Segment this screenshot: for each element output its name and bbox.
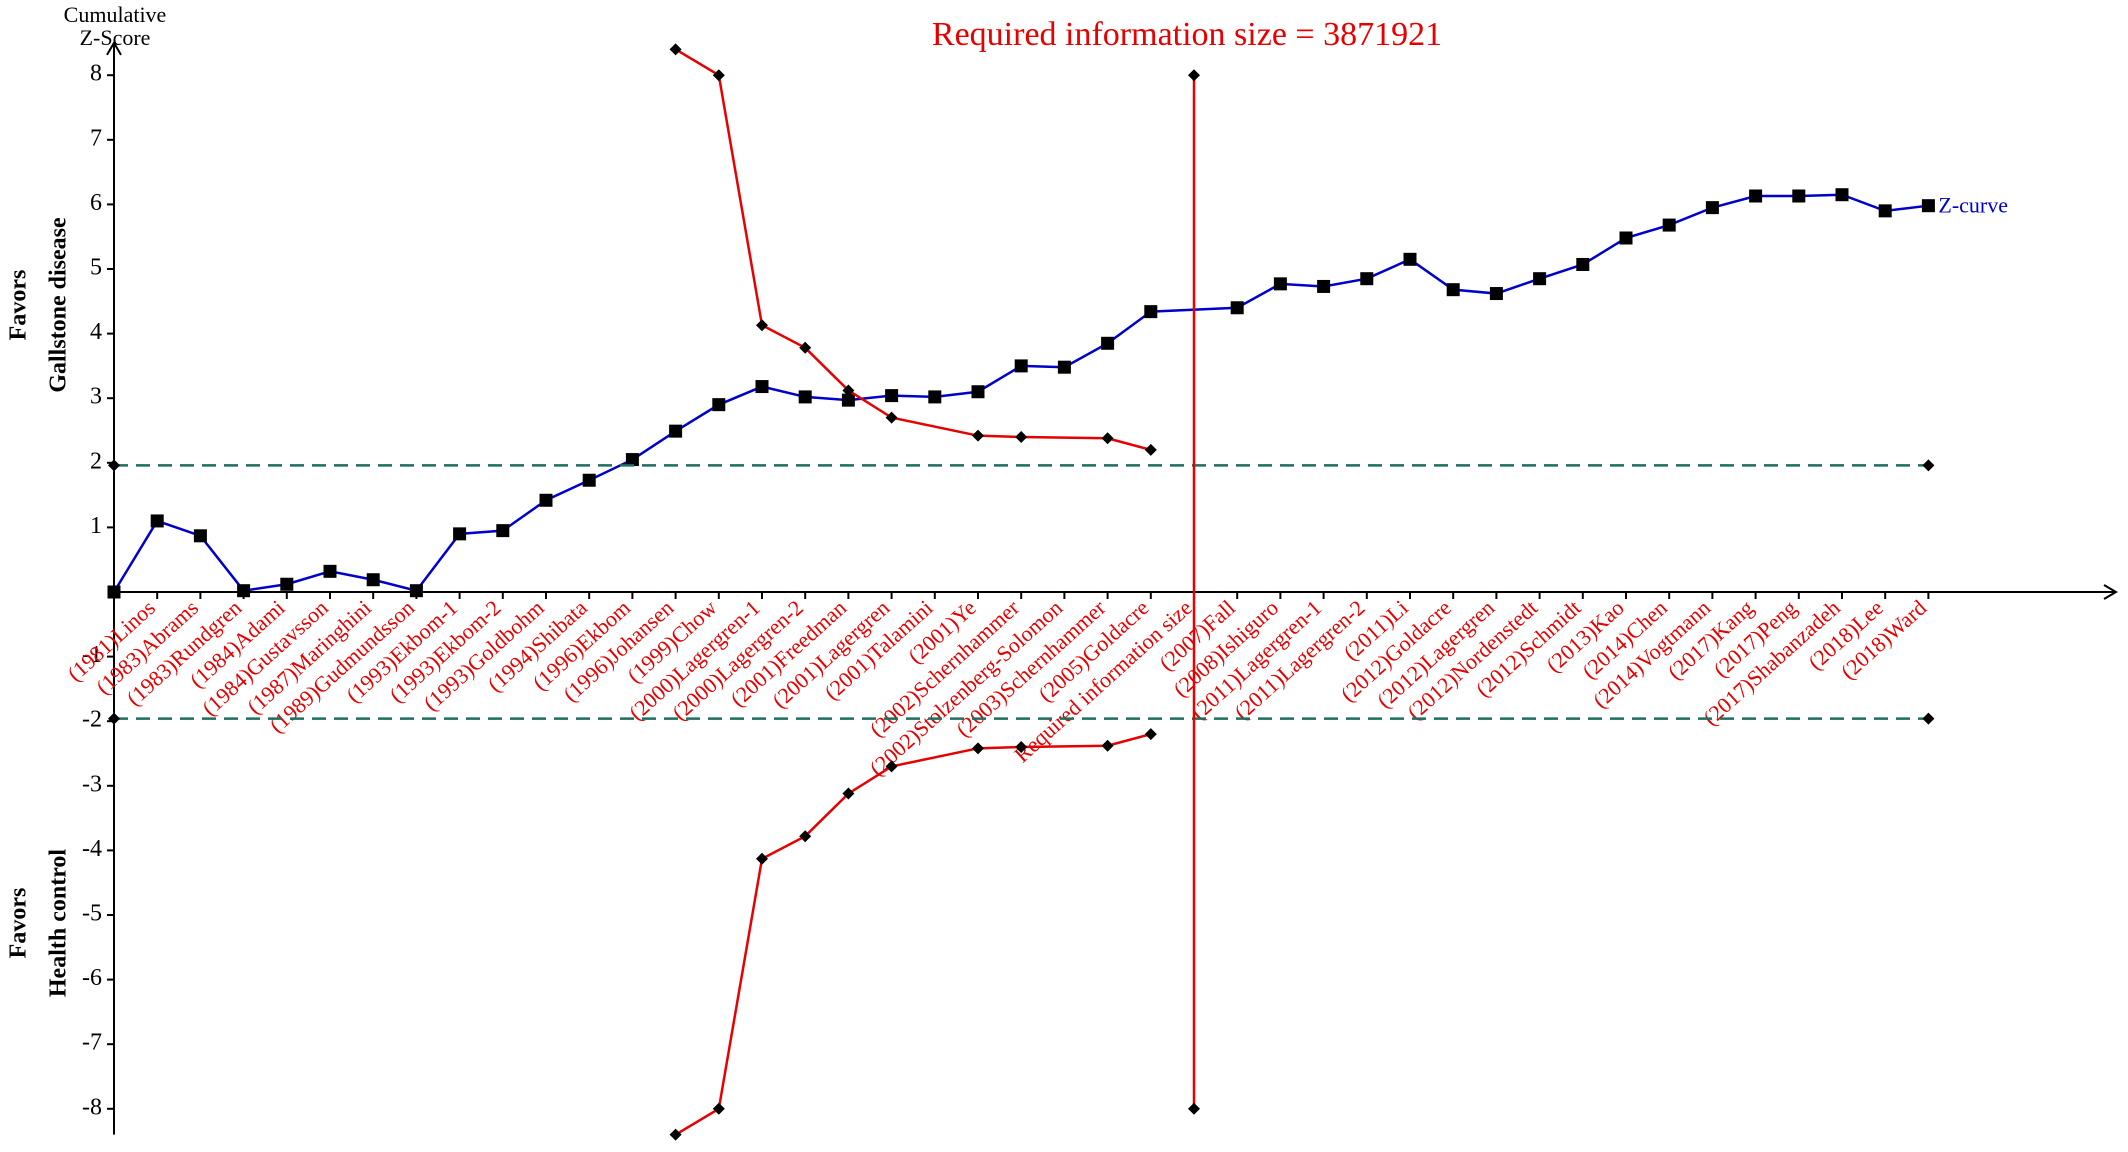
marker — [798, 390, 812, 404]
marker — [885, 760, 898, 773]
marker — [755, 380, 769, 394]
marker — [107, 585, 121, 599]
marker — [237, 584, 251, 598]
marker — [885, 389, 899, 403]
marker — [193, 529, 207, 543]
marker — [1188, 69, 1200, 82]
y-tick-label: -5 — [82, 901, 102, 927]
marker — [1403, 252, 1417, 266]
y-tick-label: -8 — [82, 1094, 102, 1120]
y-tick-label: 1 — [90, 513, 102, 539]
y-tick-label: 5 — [90, 255, 102, 281]
marker — [496, 524, 510, 538]
y-tick-label: 2 — [90, 448, 102, 474]
y-tick-label: 4 — [90, 319, 102, 345]
marker — [756, 852, 768, 865]
y-annotation: Gallstone disease — [46, 217, 72, 393]
marker — [582, 473, 596, 487]
marker — [712, 69, 725, 82]
y-tick-label: 6 — [90, 190, 102, 216]
marker — [280, 577, 294, 591]
marker — [928, 390, 942, 404]
y-annotation: Health control — [46, 849, 72, 998]
chart-title: Required information size = 3871921 — [932, 16, 1442, 53]
marker — [1057, 360, 1071, 374]
marker — [799, 341, 812, 354]
y-tick-label: -3 — [82, 771, 102, 797]
marker — [841, 393, 855, 407]
marker — [1273, 277, 1287, 291]
marker — [1188, 1102, 1200, 1115]
marker — [1619, 231, 1633, 245]
y-annotation: Favors — [6, 270, 32, 341]
marker — [712, 398, 726, 412]
marker — [1878, 204, 1892, 218]
marker — [669, 424, 683, 438]
marker — [1360, 272, 1374, 286]
y-tick-label: -2 — [82, 707, 102, 733]
marker — [453, 527, 467, 541]
marker — [108, 712, 120, 725]
marker — [842, 787, 855, 800]
marker — [1922, 459, 1935, 472]
y-tick-label: -7 — [82, 1030, 102, 1056]
marker — [669, 43, 682, 56]
marker — [1144, 305, 1158, 319]
marker — [1533, 272, 1547, 286]
marker — [1792, 189, 1806, 203]
marker — [1922, 712, 1935, 725]
marker — [108, 459, 120, 472]
marker — [842, 384, 855, 397]
marker — [972, 742, 984, 755]
marker — [1489, 287, 1503, 301]
marker — [539, 493, 553, 507]
y-tick-label: 7 — [90, 125, 102, 151]
marker — [1446, 283, 1460, 297]
marker — [885, 411, 898, 424]
y-axis-arrow — [106, 40, 122, 56]
series-label: Z-curve — [1938, 193, 2008, 218]
marker — [1101, 432, 1114, 445]
marker — [1101, 739, 1114, 752]
marker — [409, 584, 423, 598]
marker — [1015, 741, 1028, 754]
marker — [756, 319, 768, 332]
marker — [712, 1102, 725, 1115]
marker — [669, 1128, 682, 1141]
y-annotation: Favors — [6, 888, 32, 959]
x-axis-arrow — [2103, 584, 2118, 600]
marker — [1230, 301, 1244, 315]
marker — [1144, 443, 1157, 456]
marker — [1317, 279, 1331, 293]
marker — [971, 385, 985, 399]
y-tick-label: 8 — [90, 61, 102, 87]
y-axis-label: Cumulative — [64, 2, 167, 27]
y-tick-label: -6 — [82, 965, 102, 991]
marker — [1835, 188, 1849, 202]
series-line — [112, 193, 1929, 593]
marker — [1015, 430, 1028, 443]
marker — [1662, 218, 1676, 232]
marker — [323, 564, 337, 578]
marker — [1705, 201, 1719, 215]
series-line — [674, 48, 1152, 452]
marker — [1921, 199, 1935, 213]
marker — [1101, 336, 1115, 350]
marker — [799, 830, 812, 843]
marker — [1144, 728, 1157, 741]
y-tick-label: -4 — [82, 836, 102, 862]
marker — [972, 429, 984, 442]
marker — [1014, 359, 1028, 373]
y-tick-label: 3 — [90, 384, 102, 410]
marker — [366, 573, 380, 587]
marker — [1749, 189, 1763, 203]
series-line — [674, 732, 1152, 1136]
marker — [150, 514, 164, 528]
marker — [1576, 257, 1590, 271]
y-tick-label: -1 — [82, 642, 102, 668]
marker — [625, 453, 639, 467]
